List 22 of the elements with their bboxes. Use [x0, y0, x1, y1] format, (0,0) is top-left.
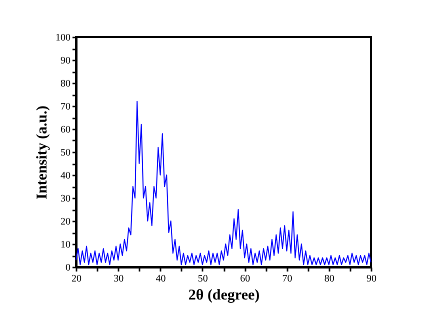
- x-tick-label: 40: [156, 274, 166, 284]
- y-tick-label: 90: [60, 56, 70, 66]
- x-tick-label: 20: [72, 274, 82, 284]
- y-tick-label: 80: [60, 78, 70, 90]
- y-tick-label: 60: [60, 124, 70, 136]
- y-tick-label: 70: [60, 102, 70, 112]
- x-tick-label: 90: [366, 274, 376, 284]
- y-tick-label: 10: [60, 240, 70, 250]
- y-tick-label: 20: [60, 216, 70, 228]
- x-tick-label: 50: [198, 274, 208, 284]
- x-tick-label: 60: [240, 274, 250, 284]
- line-series: [76, 100, 372, 266]
- y-tick-label: 40: [60, 170, 70, 182]
- y-tick-label: 50: [60, 148, 70, 158]
- y-tick-label: 30: [60, 194, 70, 204]
- y-axis-title: Intensity (a.u.): [34, 106, 50, 200]
- y-tick-label: 0: [66, 262, 70, 274]
- y-tick-label: 100: [56, 32, 70, 44]
- x-tick-label: 70: [282, 274, 292, 284]
- x-tick-label: 80: [324, 274, 334, 284]
- x-tick-label: 30: [114, 274, 124, 284]
- x-axis-title: 2θ (degree): [188, 288, 260, 304]
